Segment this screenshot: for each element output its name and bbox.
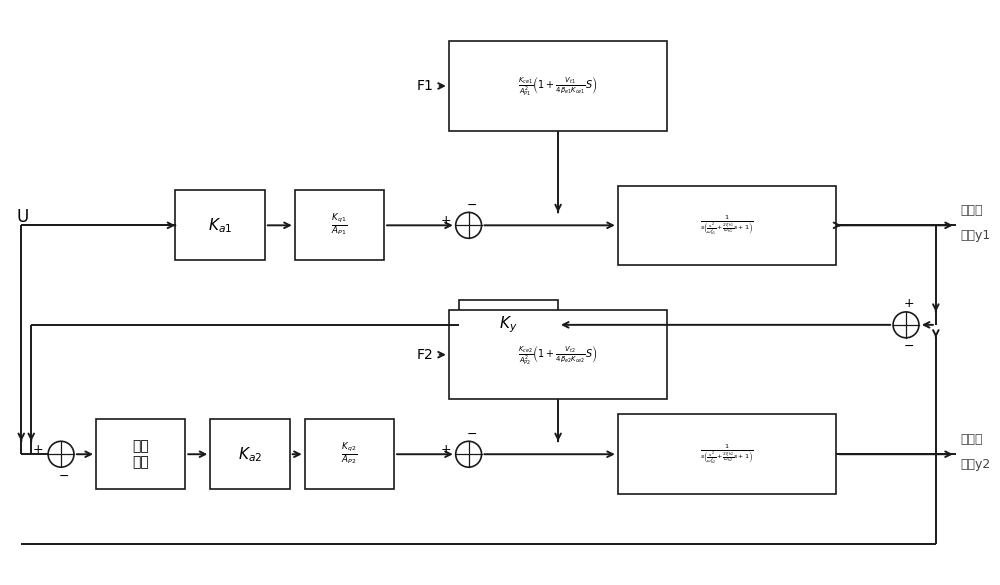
Bar: [449, 41, 667, 131]
Text: $\frac{K_{ce2}}{A_{P2}^{2}}\left(1+\frac{V_{t2}}{4\beta_{e2}K_{ce2}}S\right)$: $\frac{K_{ce2}}{A_{P2}^{2}}\left(1+\frac…: [518, 343, 598, 367]
Text: $\frac{K_{q2}}{A_{P2}}$: $\frac{K_{q2}}{A_{P2}}$: [341, 441, 357, 467]
Text: 控制
模块: 控制 模块: [132, 439, 149, 469]
Text: $\frac{K_{q1}}{A_{P1}}$: $\frac{K_{q1}}{A_{P1}}$: [331, 212, 348, 239]
Text: $\frac{1}{s\left(\frac{s^2}{\omega_{h1}^2}+\frac{2\xi_{h1}}{\omega_{h1}}s+1\righ: $\frac{1}{s\left(\frac{s^2}{\omega_{h1}^…: [700, 214, 754, 237]
Text: U: U: [16, 208, 29, 226]
Text: $K_{y}$: $K_{y}$: [499, 315, 518, 335]
Bar: [618, 414, 836, 494]
Bar: [618, 185, 836, 265]
Text: F2: F2: [417, 347, 434, 362]
Bar: [175, 191, 265, 260]
Text: +: +: [904, 297, 914, 311]
Text: $\frac{1}{s\left(\frac{s^2}{\omega_{h2}^2}+\frac{2\xi_{h2}}{\omega_{h2}}s+1\righ: $\frac{1}{s\left(\frac{s^2}{\omega_{h2}^…: [700, 442, 754, 466]
Text: $\frac{K_{ce1}}{A_{P1}^{2}}\left(1+\frac{V_{t1}}{4\beta_{e1}K_{ce1}}S\right)$: $\frac{K_{ce1}}{A_{P1}^{2}}\left(1+\frac…: [518, 74, 598, 98]
Bar: [295, 191, 384, 260]
Text: 主动缸: 主动缸: [961, 204, 983, 217]
Text: 位移y1: 位移y1: [961, 229, 991, 242]
Text: $-$: $-$: [466, 427, 477, 440]
Text: +: +: [440, 214, 451, 227]
Text: $-$: $-$: [903, 339, 915, 352]
Text: $K_{a1}$: $K_{a1}$: [208, 216, 232, 235]
Text: $-$: $-$: [466, 198, 477, 211]
Bar: [210, 419, 290, 489]
Bar: [449, 310, 667, 400]
Text: F1: F1: [417, 79, 434, 93]
Text: +: +: [440, 443, 451, 456]
Bar: [96, 419, 185, 489]
Text: $K_{a2}$: $K_{a2}$: [238, 445, 262, 463]
Bar: [305, 419, 394, 489]
Text: 从动缸: 从动缸: [961, 433, 983, 446]
Bar: [459, 300, 558, 350]
Text: 位移y2: 位移y2: [961, 457, 991, 471]
Text: +: +: [33, 443, 43, 456]
Text: $-$: $-$: [58, 469, 70, 481]
